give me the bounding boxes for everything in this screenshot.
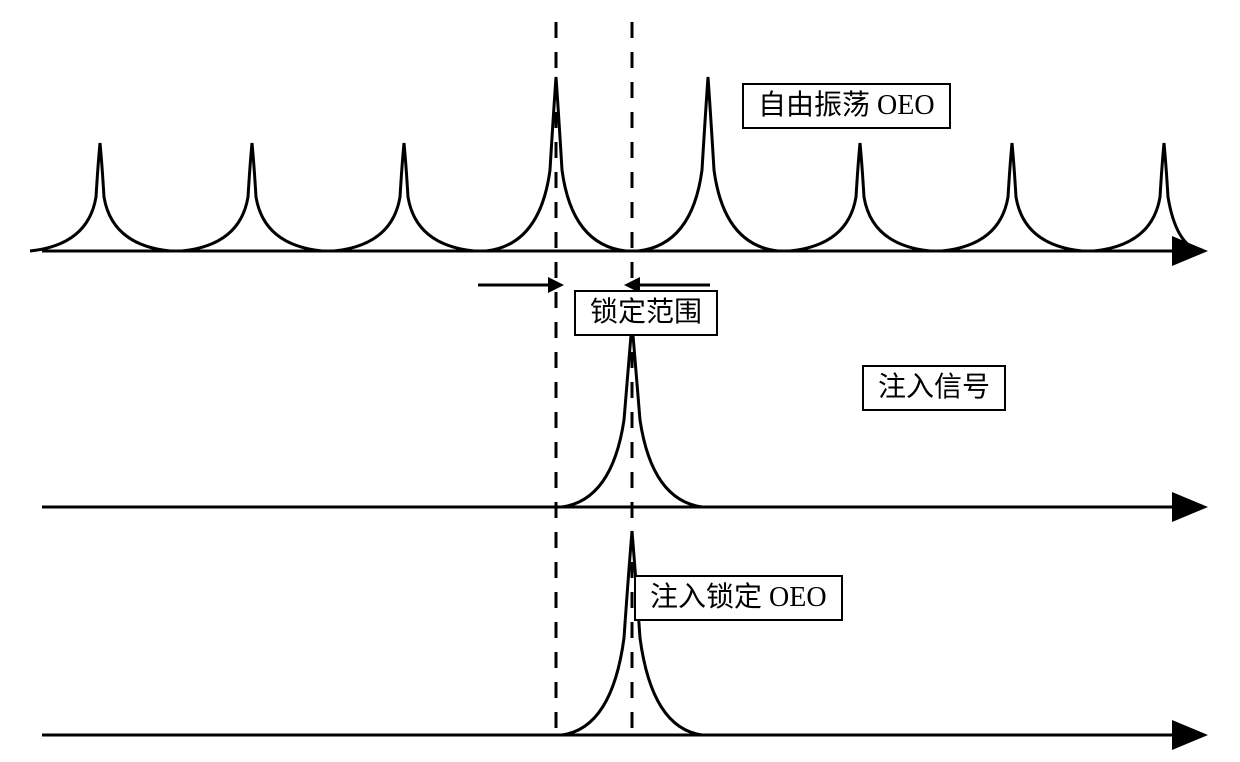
- row-injection-locked-oeo: [42, 531, 1202, 735]
- diagram-canvas: 自由振荡 OEO 锁定范围 注入信号 注入锁定 OEO: [0, 0, 1240, 762]
- lock-arrow-left-head: [548, 277, 564, 293]
- diagram-svg: [0, 0, 1240, 762]
- peak-1-5: [790, 143, 930, 251]
- label-free-running-oeo: 自由振荡 OEO: [742, 83, 951, 129]
- peak-1-1: [182, 143, 322, 251]
- label-injection-signal: 注入信号: [862, 365, 1006, 411]
- peak-1-3: [486, 77, 626, 251]
- label-injection-locked-oeo: 注入锁定 OEO: [634, 575, 843, 621]
- peak-1-0: [30, 143, 170, 251]
- peak-1-2: [334, 143, 474, 251]
- peak-1-6: [942, 143, 1082, 251]
- label-locking-range: 锁定范围: [574, 290, 718, 336]
- peak-1-7: [1094, 143, 1200, 251]
- row-injection-signal: [42, 323, 1202, 507]
- row-free-running-oeo: [30, 77, 1202, 251]
